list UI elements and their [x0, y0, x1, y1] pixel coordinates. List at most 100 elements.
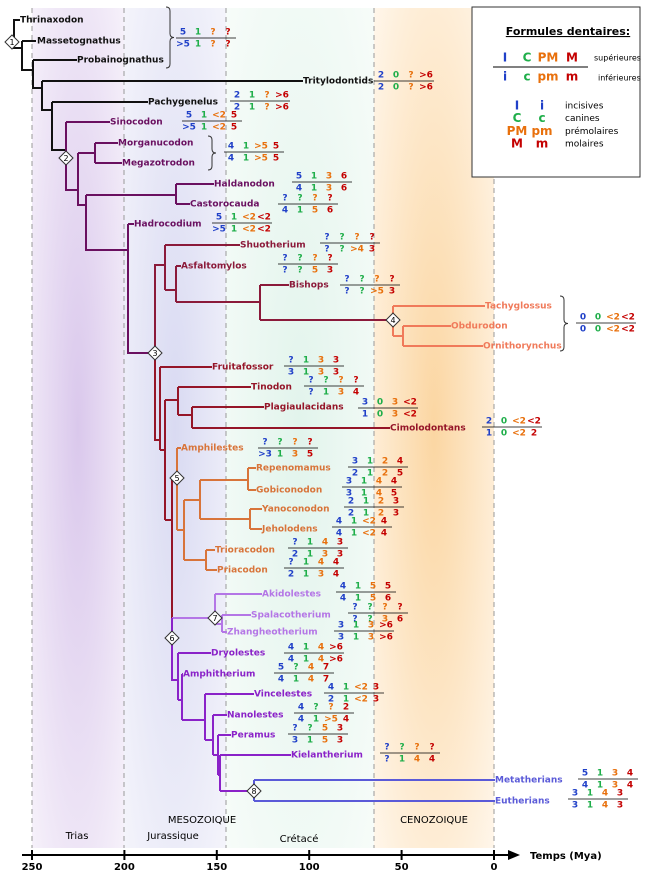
formula-lower: ? — [225, 40, 230, 50]
formula-lower: 4 — [308, 675, 314, 685]
formula-lower: 4 — [582, 781, 588, 791]
formula-upper: 1 — [307, 538, 313, 548]
formula-upper: 2 — [378, 497, 384, 507]
formula-upper: >5 — [254, 142, 268, 152]
formula-lower: 0 — [393, 83, 399, 93]
formula-lower: 4 — [429, 755, 435, 765]
trias-band — [32, 8, 124, 848]
taxon-label: Jeholodens — [261, 525, 318, 535]
formula-lower: 6 — [327, 206, 333, 216]
formula-upper: ? — [307, 438, 312, 448]
formula-upper: 2 — [343, 703, 349, 713]
formula-upper: ? — [262, 438, 267, 448]
formula-upper: 5 — [273, 142, 279, 152]
formula-lower: 3 — [617, 801, 623, 811]
formula-lower: 4 — [353, 388, 359, 398]
formula-lower: 6 — [397, 615, 403, 625]
node-label: 4 — [390, 316, 395, 325]
formula-upper: 3 — [617, 789, 623, 799]
formula-upper: ? — [288, 356, 293, 366]
taxon-label: Asfaltomylos — [181, 262, 247, 272]
formula-upper: 3 — [373, 683, 379, 693]
formula-lower: <2 — [606, 325, 620, 335]
formula-upper: 4 — [308, 663, 314, 673]
formula-upper: 0 — [501, 417, 507, 427]
taxon-label: Plagiaulacidans — [264, 403, 344, 413]
formula-lower: 1 — [399, 755, 405, 765]
node-diamond — [385, 312, 401, 328]
formula-upper: 3 — [337, 538, 343, 548]
formula-lower: >6 — [329, 655, 343, 665]
formula-lower: 1 — [587, 801, 593, 811]
formula-upper: 1 — [303, 643, 309, 653]
formula-lower: ? — [359, 287, 364, 297]
formula-upper: ? — [352, 603, 357, 613]
formula-upper: 0 — [377, 398, 383, 408]
formula-upper: ? — [312, 254, 317, 264]
formula-lower: 5 — [312, 266, 318, 276]
formula-upper: 4 — [397, 457, 403, 467]
node-label: 5 — [174, 474, 179, 483]
formula-lower: 2 — [234, 103, 240, 113]
taxon-label: Kielantherium — [291, 751, 363, 761]
formula-lower: <2 — [354, 695, 368, 705]
legend-key-label: molaires — [565, 140, 604, 150]
formula-lower: 1 — [343, 695, 349, 705]
formula-lower: 4 — [627, 781, 633, 791]
formula-lower: 3 — [337, 736, 343, 746]
formula-lower: >4 — [350, 245, 364, 255]
formula-upper: >6 — [419, 71, 433, 81]
formula-lower: 1 — [597, 781, 603, 791]
formula-upper: 1 — [361, 477, 367, 487]
taxon-label: Amphitherium — [183, 670, 255, 680]
axis-arrow — [508, 850, 520, 860]
formula-lower: >6 — [419, 83, 433, 93]
formula-upper: 1 — [597, 769, 603, 779]
formula-upper: 5 — [231, 111, 237, 121]
formula-lower: 7 — [323, 675, 329, 685]
formula-upper: ? — [264, 91, 269, 101]
formula-upper: ? — [210, 28, 215, 38]
formula-upper: ? — [297, 254, 302, 264]
formula-upper: 1 — [243, 142, 249, 152]
formula-lower: 4 — [318, 655, 324, 665]
legend-upper-symbol: I — [503, 51, 507, 65]
tree-branch — [154, 353, 390, 640]
formula-upper: ? — [308, 376, 313, 386]
formula-lower: 5 — [391, 489, 397, 499]
formula-lower: 0 — [377, 410, 383, 420]
formula-upper: 2 — [382, 457, 388, 467]
formula-lower: 3 — [327, 266, 333, 276]
formula-lower: 4 — [376, 489, 382, 499]
formula-upper: 1 — [195, 28, 201, 38]
formula-lower: 4 — [336, 529, 342, 539]
formula-lower: 1 — [307, 550, 313, 560]
formula-upper: 1 — [201, 111, 207, 121]
taxon-label: Cimolodontans — [390, 424, 466, 434]
formula-upper: ? — [408, 71, 413, 81]
formula-upper: <2 — [354, 683, 368, 693]
formula-lower: 2 — [382, 469, 388, 479]
formula-upper: 4 — [328, 683, 334, 693]
formula-lower: 1 — [277, 450, 283, 460]
legend-key-upper: M — [511, 137, 523, 151]
formula-lower: 4 — [343, 715, 349, 725]
formula-upper: ? — [354, 233, 359, 243]
formula-lower: ? — [282, 266, 287, 276]
formula-lower: 5 — [397, 469, 403, 479]
formula-lower: >3 — [258, 450, 272, 460]
legend-box — [471, 6, 641, 178]
formula-upper: <2 — [257, 213, 271, 223]
taxon-label: Amphilestes — [181, 444, 244, 454]
node-label: 8 — [251, 787, 256, 796]
formula-upper: ? — [382, 603, 387, 613]
taxon-label: Bishops — [289, 281, 329, 291]
taxon-label: Haldanodon — [214, 180, 275, 190]
node-diamond — [147, 345, 163, 361]
formula-lower: 1 — [363, 509, 369, 519]
formula-upper: ? — [327, 194, 332, 204]
formula-upper: 4 — [391, 477, 397, 487]
legend-key-upper: PM — [507, 124, 528, 138]
formula-upper: 4 — [288, 643, 294, 653]
formula-upper: ? — [323, 376, 328, 386]
